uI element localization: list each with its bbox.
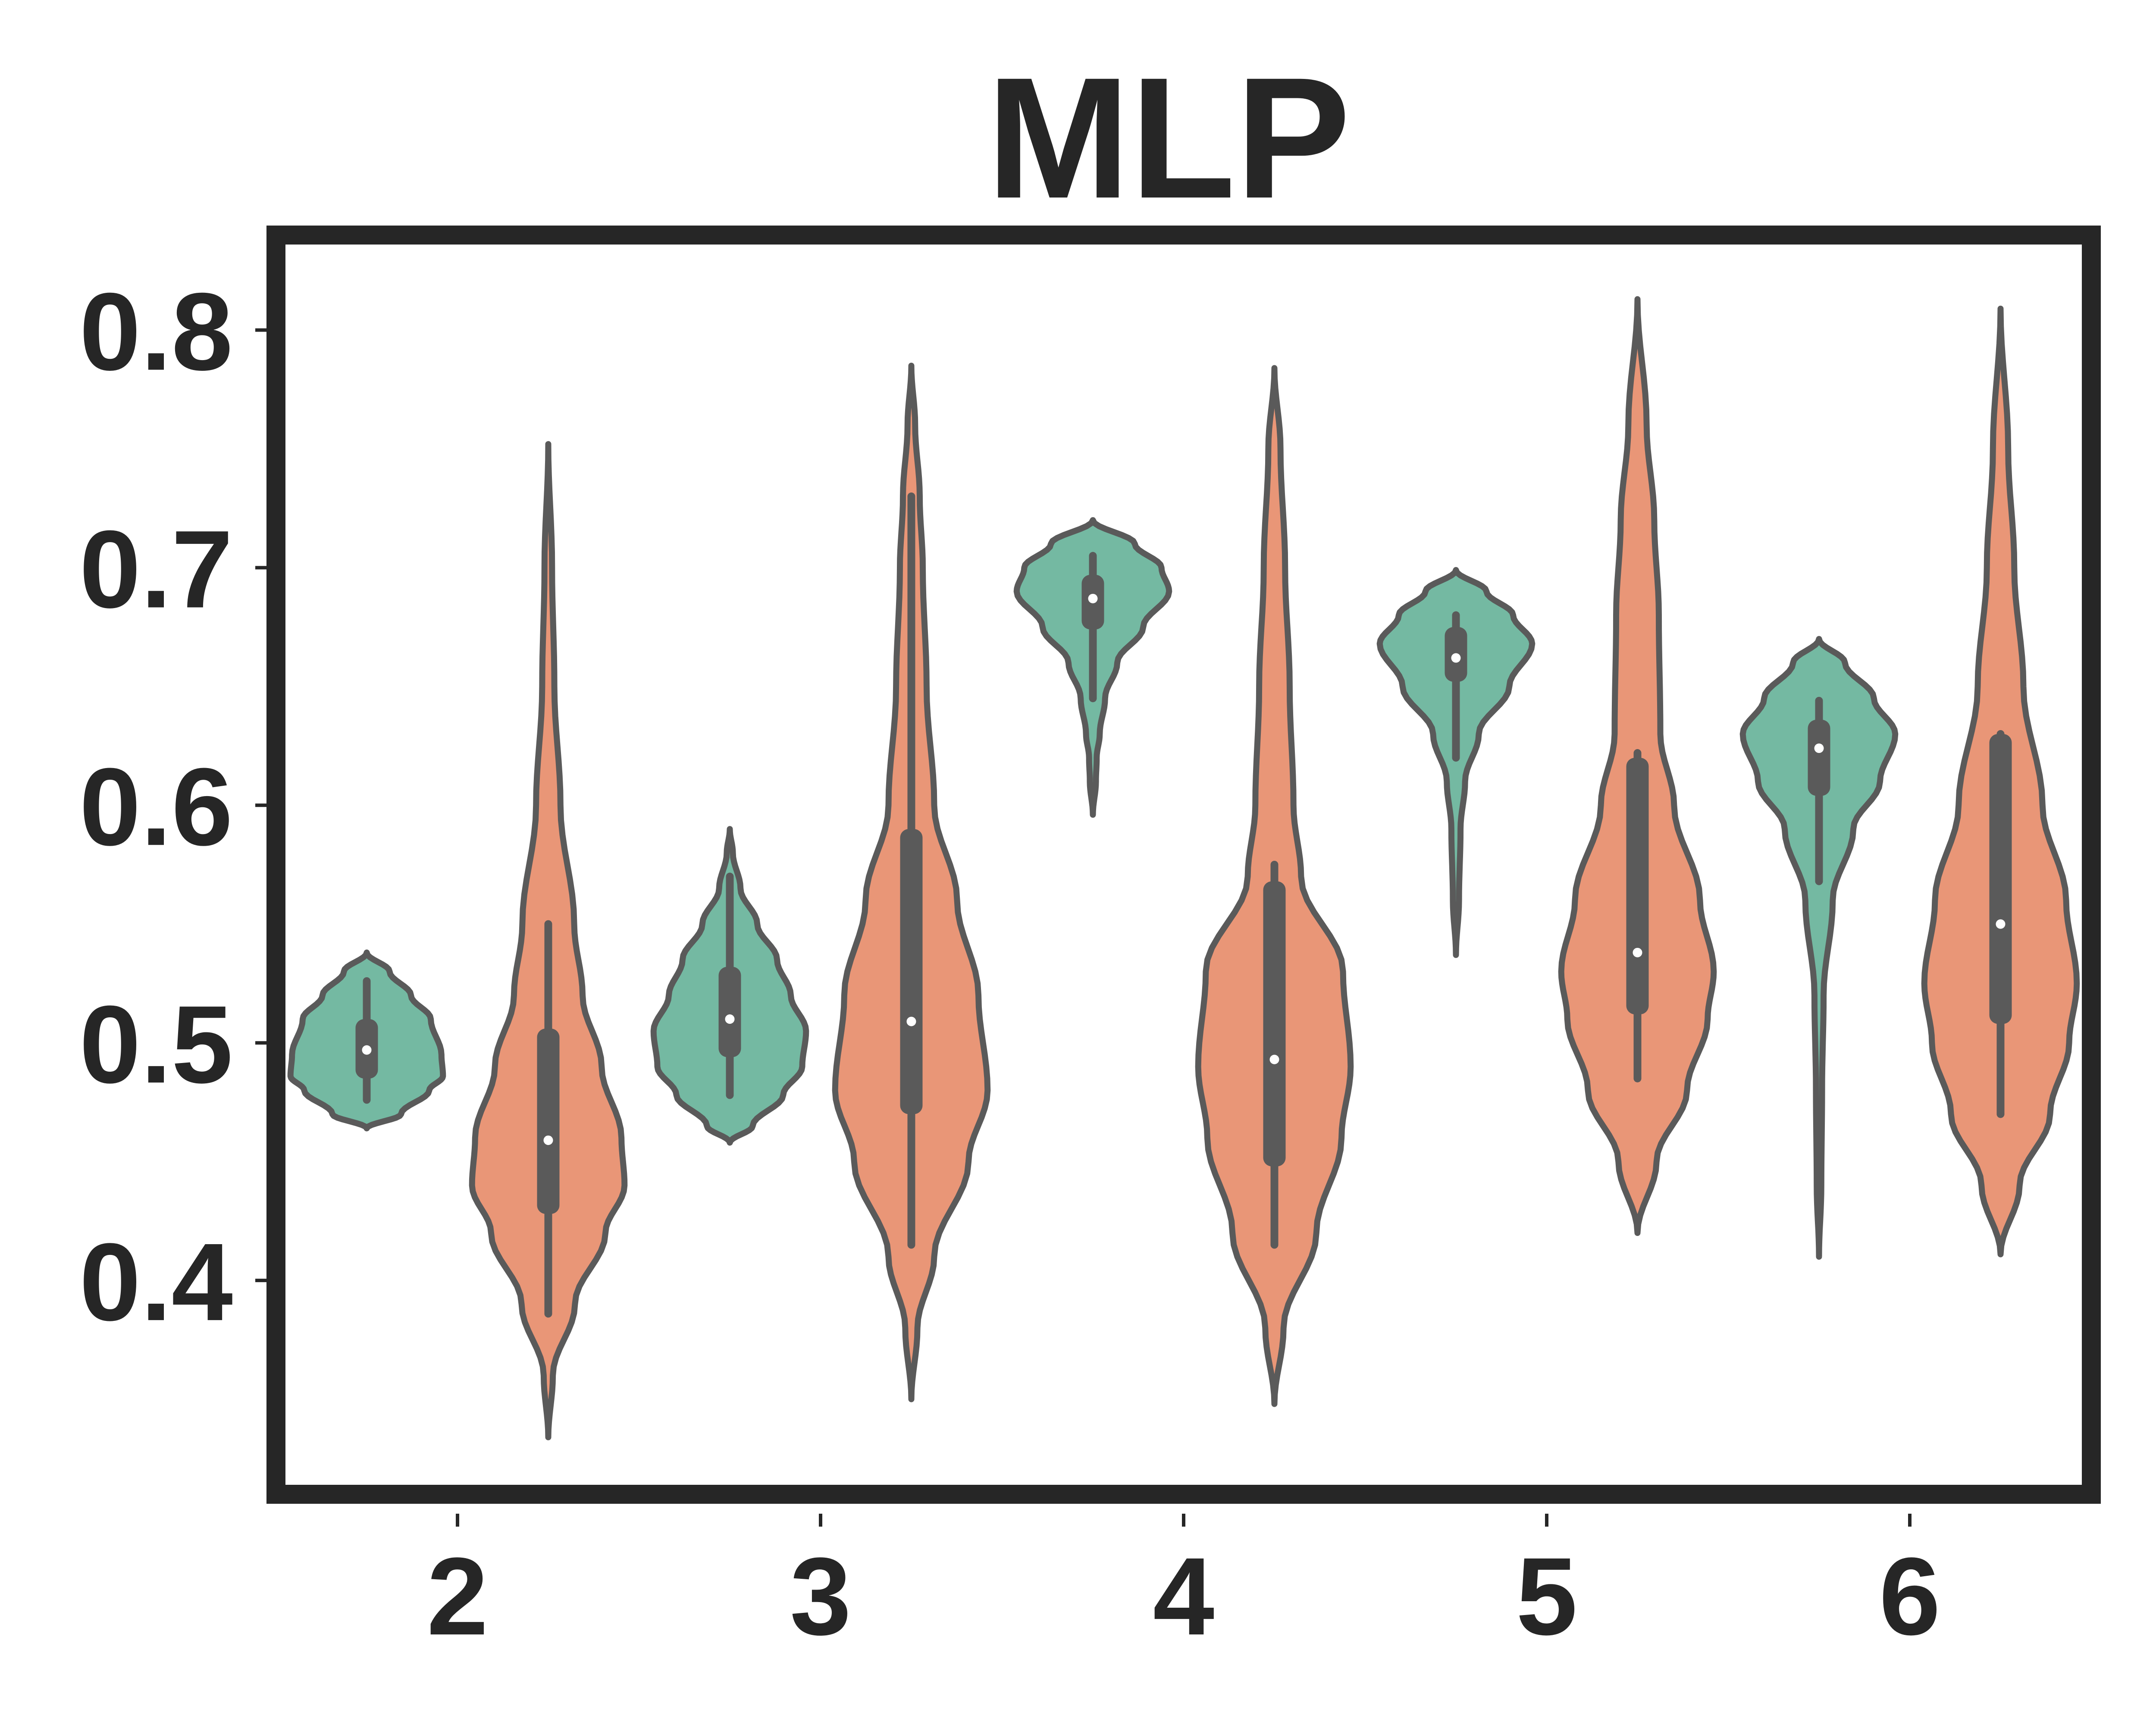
violin-body	[1376, 567, 1536, 958]
violin-iqr-box	[537, 1029, 560, 1214]
y-tick-label: 0.7	[79, 508, 233, 631]
violin-median-dot	[1633, 947, 1642, 957]
x-tick-label: 2	[427, 1535, 488, 1658]
violin-group	[287, 949, 446, 1132]
violin-group	[1376, 567, 1536, 958]
violin-iqr-box	[718, 966, 741, 1057]
y-tick-label: 0.6	[79, 745, 233, 869]
x-tick-label: 4	[1153, 1535, 1214, 1658]
violin-median-dot	[543, 1135, 553, 1145]
y-tick-label: 0.8	[79, 270, 233, 393]
violin-median-dot	[1814, 743, 1824, 753]
violins-layer	[287, 296, 2080, 1440]
violin-median-dot	[1269, 1054, 1279, 1064]
violin-median-dot	[1451, 653, 1461, 663]
violin-median-dot	[362, 1045, 372, 1055]
x-tick-label: 3	[790, 1535, 851, 1658]
violin-group	[1013, 517, 1172, 818]
chart-title: MLP	[987, 41, 1351, 234]
violin-group	[832, 363, 991, 1402]
violin-iqr-box	[1989, 734, 2012, 1024]
violin-group	[469, 441, 628, 1440]
y-tick-label: 0.4	[79, 1220, 233, 1344]
violin-iqr-box	[1808, 719, 1830, 796]
violin-group	[1739, 636, 1899, 1260]
violin-group	[1921, 305, 2080, 1258]
violin-group	[1195, 365, 1354, 1407]
violin-iqr-box	[900, 829, 923, 1114]
violin-group	[650, 826, 809, 1146]
violin-group	[1558, 296, 1717, 1236]
violin-median-dot	[1996, 919, 2006, 929]
violin-median-dot	[906, 1016, 916, 1026]
violin-body	[1739, 636, 1899, 1260]
plot-frame	[266, 226, 2101, 1504]
violin-iqr-box	[1626, 758, 1649, 1015]
x-axis: 2 3 4 5 6	[427, 1514, 1940, 1658]
x-tick-label: 6	[1879, 1535, 1940, 1658]
violin-median-dot	[1088, 593, 1098, 603]
y-axis: 0.4 0.5 0.6 0.7 0.8	[79, 270, 266, 1344]
x-tick-label: 5	[1516, 1535, 1577, 1658]
y-tick-label: 0.5	[79, 983, 233, 1106]
violin-median-dot	[725, 1014, 735, 1024]
violin-iqr-box	[1263, 881, 1286, 1167]
